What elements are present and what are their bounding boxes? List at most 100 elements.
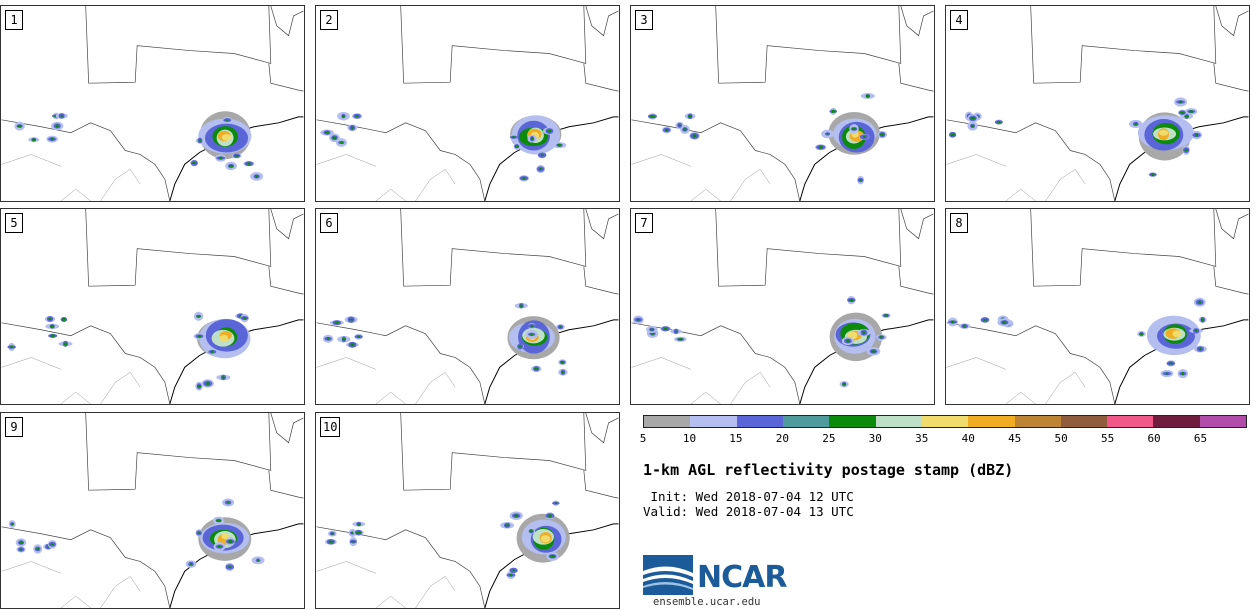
map-boundary xyxy=(1,526,171,608)
reflectivity-cell xyxy=(234,154,240,157)
reflectivity-cell xyxy=(226,501,230,504)
map-boundary xyxy=(1213,209,1249,295)
reflectivity-cell xyxy=(356,531,361,534)
valid-time: Valid: Wed 2018-07-04 13 UTC xyxy=(643,504,854,519)
map-plot xyxy=(1,209,304,404)
map-boundary xyxy=(85,209,272,287)
reflectivity-cell xyxy=(534,367,539,370)
map-plot xyxy=(946,209,1249,404)
colorbar-segment xyxy=(875,416,922,427)
reflectivity-cell xyxy=(1201,318,1205,322)
reflectivity-cell xyxy=(1168,362,1174,365)
reflectivity-cell xyxy=(540,535,551,543)
reflectivity-cell xyxy=(339,141,344,144)
map-boundary xyxy=(400,413,587,491)
reflectivity-cell xyxy=(504,524,510,527)
map-boundary xyxy=(85,6,272,84)
map-boundary xyxy=(946,119,1116,201)
map-boundary xyxy=(400,6,587,84)
reflectivity-cell xyxy=(205,382,210,385)
reflectivity-cell xyxy=(1158,129,1169,136)
reflectivity-cell xyxy=(328,540,334,543)
reflectivity-cell xyxy=(221,533,229,540)
reflectivity-cell xyxy=(330,532,334,535)
map-boundary xyxy=(316,154,456,201)
reflectivity-cell xyxy=(951,320,955,324)
reflectivity-cell xyxy=(216,519,222,522)
reflectivity-cell xyxy=(1198,347,1202,351)
reflectivity-cell xyxy=(678,338,683,341)
panel-label: 3 xyxy=(635,10,653,30)
reflectivity-cell xyxy=(63,342,68,346)
map-boundary xyxy=(898,209,934,295)
colorbar-tick-label: 50 xyxy=(1054,432,1068,445)
reflectivity-cell xyxy=(649,115,655,118)
reflectivity-cell xyxy=(826,132,829,135)
panel-label: 8 xyxy=(950,213,968,233)
reflectivity-cell xyxy=(831,109,836,114)
map-boundary xyxy=(715,209,902,287)
reflectivity-cell xyxy=(226,119,229,122)
reflectivity-cell xyxy=(530,333,534,336)
reflectivity-cell xyxy=(1151,173,1155,177)
colorbar-tick-label: 35 xyxy=(915,432,929,445)
reflectivity-cell xyxy=(189,563,193,566)
reflectivity-cell xyxy=(963,324,966,328)
reflectivity-cell xyxy=(1189,110,1194,113)
map-boundary xyxy=(316,119,486,201)
map-boundary xyxy=(631,357,771,404)
reflectivity-cell xyxy=(198,334,201,338)
reflectivity-cell xyxy=(678,124,682,127)
map-plot xyxy=(631,209,934,404)
reflectivity-cell xyxy=(996,121,1001,124)
reflectivity-cell xyxy=(649,328,655,331)
reflectivity-cell xyxy=(688,114,693,118)
init-time: Init: Wed 2018-07-04 12 UTC xyxy=(643,489,854,504)
map-boundary xyxy=(898,6,934,92)
reflectivity-cell xyxy=(1139,332,1144,336)
reflectivity-cell xyxy=(865,94,870,98)
reflectivity-cell xyxy=(10,345,14,349)
colorbar-tick-label: 60 xyxy=(1147,432,1161,445)
reflectivity-cell xyxy=(55,124,59,128)
reflectivity-cell xyxy=(1195,133,1198,137)
colorbar-tick-label: 10 xyxy=(682,432,697,445)
reflectivity-cell xyxy=(255,174,259,179)
member-panel-1: 1 xyxy=(0,5,305,202)
reflectivity-cell xyxy=(326,337,330,341)
colorbar-tick-label: 40 xyxy=(961,432,975,445)
colorbar-segment xyxy=(1107,416,1154,427)
map-plot xyxy=(946,6,1249,201)
reflectivity-cell xyxy=(862,135,866,138)
member-panel-4: 4 xyxy=(945,5,1250,202)
reflectivity-cell xyxy=(851,127,857,131)
colorbar-tick-label: 20 xyxy=(775,432,789,445)
reflectivity-cell xyxy=(561,371,565,374)
reflectivity-cell xyxy=(971,124,974,128)
reflectivity-cell xyxy=(1002,320,1007,324)
reflectivity-cell xyxy=(221,134,232,141)
colorbar-tick-label: 45 xyxy=(1008,432,1022,445)
map-boundary xyxy=(1030,209,1217,287)
reflectivity-cell xyxy=(879,133,885,136)
reflectivity-cell xyxy=(198,139,202,142)
reflectivity-cell xyxy=(210,350,214,354)
panel-label: 2 xyxy=(320,10,338,30)
reflectivity-cell xyxy=(348,318,354,321)
reflectivity-cell xyxy=(334,321,340,324)
reflectivity-cell xyxy=(522,176,526,180)
reflectivity-cell xyxy=(550,554,555,558)
map-boundary xyxy=(1,357,141,404)
reflectivity-cell xyxy=(558,326,562,328)
colorbar-segment xyxy=(921,416,969,427)
reflectivity-cell xyxy=(1179,111,1185,114)
map-plot xyxy=(316,209,619,404)
reflectivity-cell xyxy=(982,318,987,321)
colorbar-segment xyxy=(1199,416,1247,427)
reflectivity-cell xyxy=(50,137,54,141)
reflectivity-cell xyxy=(342,114,345,118)
reflectivity-cell xyxy=(663,327,668,331)
map-boundary xyxy=(1,154,141,201)
member-panel-3: 3 xyxy=(630,5,935,202)
reflectivity-cell xyxy=(50,324,55,328)
